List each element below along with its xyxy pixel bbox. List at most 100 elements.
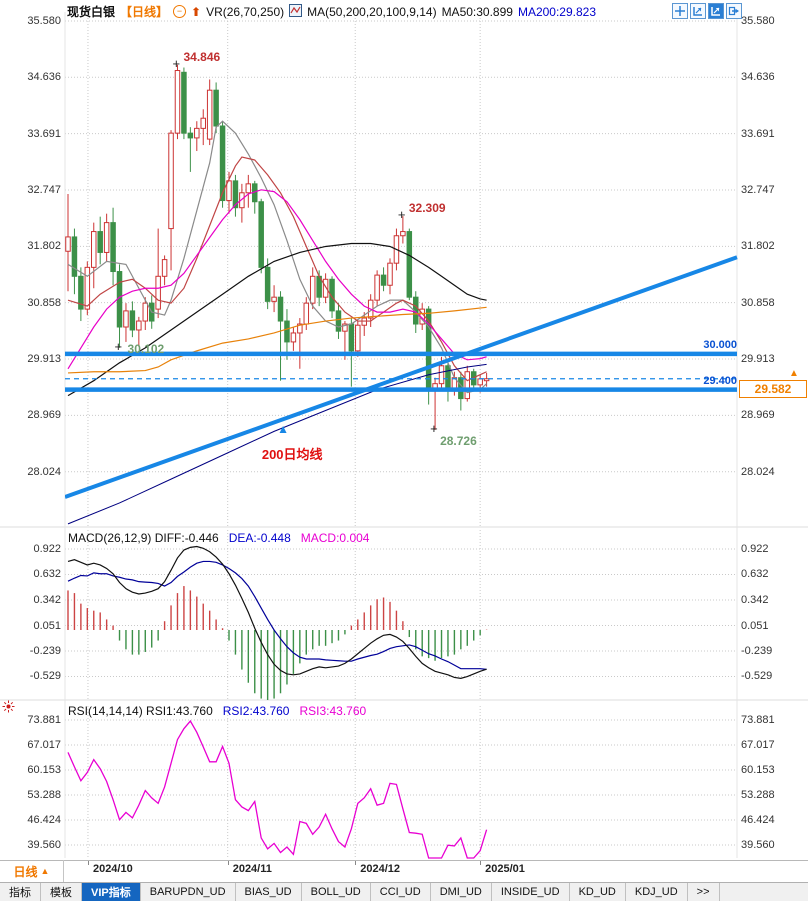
y-axis-label-right: 0.051: [741, 619, 769, 632]
y-axis-label-right: 39.560: [741, 838, 775, 851]
period-selector-label: 日线: [13, 864, 38, 879]
y-axis-label-right: 33.691: [741, 127, 775, 140]
toolbar-tab--[interactable]: 模板: [41, 883, 82, 901]
y-axis-label: 35.580: [27, 15, 61, 27]
macd-diff-line: [67, 545, 487, 679]
toolbar-tab-bias_ud[interactable]: BIAS_UD: [236, 883, 302, 901]
indicator-alert-icon[interactable]: [2, 700, 15, 716]
ma200-value: MA200:29.823: [517, 4, 597, 19]
y-axis-label: 53.288: [27, 788, 61, 801]
axis-scale-icon[interactable]: [708, 3, 724, 19]
ma100-orange: [67, 306, 487, 374]
ma200-navy: [67, 363, 487, 525]
axis-fit-icon[interactable]: [690, 3, 706, 19]
toolbar-tab-kd_ud[interactable]: KD_UD: [570, 883, 626, 901]
macd-legend-item: MACD(26,12,9) DIFF:-0.446: [68, 531, 219, 545]
y-axis-label: 0.051: [33, 619, 61, 632]
pop-out-icon[interactable]: [726, 3, 742, 19]
y-axis-label-right: 31.802: [741, 240, 775, 253]
y-axis-label-right: 0.922: [741, 542, 769, 555]
symbol-name: 现货白银: [67, 5, 116, 19]
rsi-legend: RSI(14,14,14) RSI1:43.760 RSI2:43.760 RSI3…: [68, 704, 366, 718]
macd-dea-line: [67, 560, 487, 670]
current-price-box: 29.582: [739, 380, 807, 399]
toolbar-tab-cci_ud[interactable]: CCI_UD: [371, 883, 431, 901]
collapse-icon[interactable]: −: [173, 5, 187, 18]
y-axis-label: 73.881: [27, 714, 61, 726]
toolbar-tab-dmi_ud[interactable]: DMI_UD: [431, 883, 492, 901]
y-axis-label-right: 32.747: [741, 183, 775, 196]
y-axis-label-right: 28.024: [741, 465, 775, 478]
y-axis-label: 28.024: [27, 465, 61, 478]
y-axis-label: 0.632: [33, 568, 61, 581]
toolbar-tab--[interactable]: 指标: [0, 883, 41, 901]
y-axis-label-right: 73.881: [741, 714, 775, 726]
y-axis-label: 33.691: [27, 127, 61, 140]
y-axis-label-right: -0.529: [741, 670, 773, 683]
date-axis: [0, 860, 808, 882]
caret-up-icon: ▲: [40, 866, 50, 876]
date-label: 2024/10: [92, 863, 133, 875]
y-axis-label: 67.017: [27, 738, 61, 751]
pan-tool-icon[interactable]: [672, 3, 688, 19]
rsi-line: [67, 719, 488, 859]
macd-panel: [67, 545, 488, 700]
toolbar-tab-vip-[interactable]: VIP指标: [82, 883, 141, 901]
level-label: 29.400: [703, 374, 737, 387]
y-axis-label-right: 0.342: [741, 593, 769, 606]
toolbar-tab-boll_ud[interactable]: BOLL_UD: [302, 883, 371, 901]
up-arrow-icon[interactable]: ⬆: [191, 4, 202, 19]
y-axis-label-right: 35.580: [741, 15, 775, 27]
ma-20-magenta: [67, 189, 487, 370]
toolbar-tab-barupdn_ud[interactable]: BARUPDN_UD: [141, 883, 236, 901]
date-label: 2025/01: [485, 863, 525, 875]
y-axis-label-right: 0.632: [741, 568, 769, 581]
trendline-label: 200日均线: [261, 447, 323, 463]
date-label: 2024/12: [360, 863, 400, 875]
y-axis-label-right: 60.153: [741, 763, 775, 776]
y-axis-label: 28.969: [27, 409, 61, 422]
y-axis-label: 30.858: [27, 296, 61, 309]
rsi-legend-item: RSI(14,14,14) RSI1:43.760: [68, 704, 213, 718]
extreme-marker: +: [397, 207, 406, 223]
trendline-200d[interactable]: [65, 255, 738, 499]
period-tag: 【日线】: [120, 5, 169, 19]
extreme-marker: +: [430, 420, 438, 436]
vr-indicator-label: VR(26,70,250): [206, 4, 285, 19]
date-tick: [87, 861, 89, 865]
indicator-toolbar: 指标 模板 VIP指标 BARUPDN_UD BIAS_UD BOLL_UD CCI_UD D…: [0, 882, 808, 901]
y-axis-label: 34.636: [27, 71, 61, 84]
toolbar-tab-inside_ud[interactable]: INSIDE_UD: [492, 883, 570, 901]
y-axis-label: 0.922: [33, 542, 61, 555]
candles-layer: [65, 64, 490, 430]
y-axis-label-right: -0.239: [741, 645, 773, 657]
grid-layer: [0, 12, 808, 858]
y-axis-label: 39.560: [27, 838, 61, 851]
price-up-arrow-icon: ▲: [789, 367, 799, 379]
y-axis-label: 32.747: [27, 183, 61, 196]
y-axis-label: 0.342: [33, 593, 61, 606]
price-annotation: 32.309: [408, 201, 446, 216]
toolbar-tab--[interactable]: >>: [688, 883, 720, 901]
date-tick: [355, 861, 357, 865]
y-axis-label: -0.529: [29, 670, 61, 683]
y-axis-label-right: 28.969: [741, 409, 775, 422]
y-axis-label: 31.802: [27, 240, 61, 253]
date-tick: [480, 861, 482, 865]
rsi-panel: [67, 719, 488, 859]
y-axis-label: 29.913: [27, 353, 61, 366]
chart-icon[interactable]: [289, 3, 303, 20]
macd-legend: MACD(26,12,9) DIFF:-0.446 DEA:-0.448 MACD:…: [68, 531, 369, 545]
y-axis-label-right: 46.424: [741, 813, 775, 826]
toolbar-tab-kdj_ud[interactable]: KDJ_UD: [626, 883, 688, 901]
y-axis-label: 60.153: [27, 763, 61, 776]
rsi-legend-item: RSI3:43.760: [299, 704, 367, 718]
y-axis-label-right: 67.017: [741, 738, 775, 751]
price-panel: [65, 64, 738, 525]
level-label: 30.000: [703, 338, 737, 351]
period-selector[interactable]: 日线 ▲: [0, 860, 64, 882]
date-tick: [227, 861, 229, 865]
date-label: 2024/11: [232, 863, 272, 875]
